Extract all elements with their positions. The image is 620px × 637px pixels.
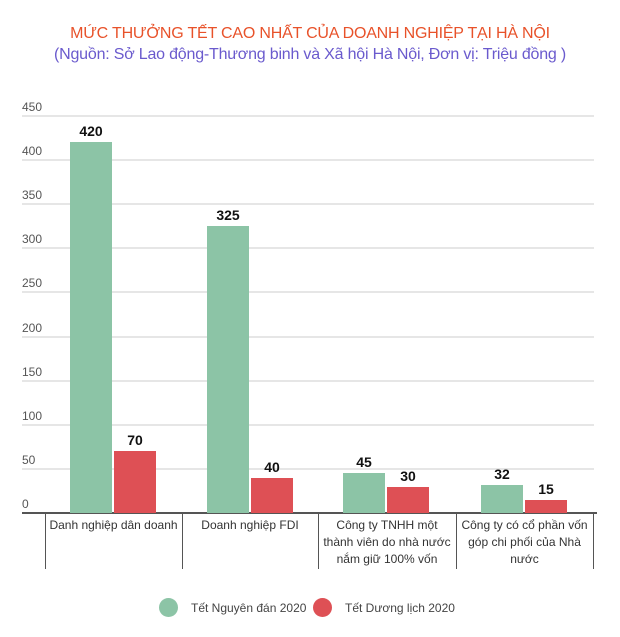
bar-value-label: 15 [538,480,554,497]
gridline [22,159,594,162]
bar-tet-nguyen-dan[interactable] [70,142,112,513]
bar-value-label: 325 [216,207,240,224]
chart-title: MỨC THƯỞNG TẾT CAO NHẤT CỦA DOANH NGHIỆP… [70,25,550,42]
bar-tet-duong-lich[interactable] [251,477,293,513]
bar-tet-duong-lich[interactable] [525,499,567,513]
bar-tet-nguyen-dan[interactable] [481,484,523,513]
gridline [22,291,594,294]
y-tick-label: 350 [22,188,43,203]
legend-dot-green-icon [159,598,178,617]
legend: Tết Nguyên đán 2020 Tết Dương lịch 2020 [0,598,620,618]
bar-tet-nguyen-dan[interactable] [343,473,385,513]
category-label: Công ty TNHH một thành viên do nhà nước … [323,518,451,566]
category-divider [45,513,46,569]
y-tick-label: 200 [22,320,43,335]
gridline [22,423,594,426]
gridline [22,115,594,117]
bar-value-label: 30 [400,467,416,484]
y-tick-label: 50 [22,452,36,467]
category-divider [593,513,594,569]
x-axis-line [22,512,597,514]
category-label: Danh nghiệp dân doanh [49,518,178,532]
bar-value-label: 32 [494,465,510,482]
y-tick-label: 0 [22,497,29,511]
bar-value-label: 70 [127,432,143,449]
legend-label: Tết Dương lịch 2020 [345,600,455,615]
category-divider [456,513,457,569]
gridline [22,335,594,338]
gridline [22,247,594,250]
legend-label: Tết Nguyên đán 2020 [191,600,307,615]
gridline [22,379,594,382]
bar-value-label: 420 [79,123,103,140]
bar-value-label: 45 [356,454,372,471]
y-tick-label: 400 [22,144,43,159]
bar-value-label: 40 [264,458,280,475]
gridline [22,467,594,470]
category-divider [318,513,319,569]
bar-tet-duong-lich[interactable] [387,486,429,513]
legend-item-tet-nguyen-dan[interactable]: Tết Nguyên đán 2020 [159,598,306,617]
category-divider [182,513,183,569]
y-tick-label: 100 [22,408,43,423]
gridline [22,203,594,206]
bar-tet-duong-lich[interactable] [114,451,156,513]
y-tick-label: 250 [22,276,43,291]
bar-tet-nguyen-dan[interactable] [207,226,249,513]
legend-item-tet-duong-lich[interactable]: Tết Dương lịch 2020 [313,598,455,617]
y-tick-label: 450 [22,100,43,114]
y-tick-label: 300 [22,232,43,247]
chart-subtitle: (Nguồn: Sở Lao động-Thương binh và Xã hộ… [53,46,567,63]
category-label: Công ty có cổ phần vốn góp chi phối của … [461,518,588,566]
category-label: Doanh nghiệp FDI [201,518,299,532]
legend-dot-red-icon [313,598,332,617]
y-tick-label: 150 [22,364,43,379]
